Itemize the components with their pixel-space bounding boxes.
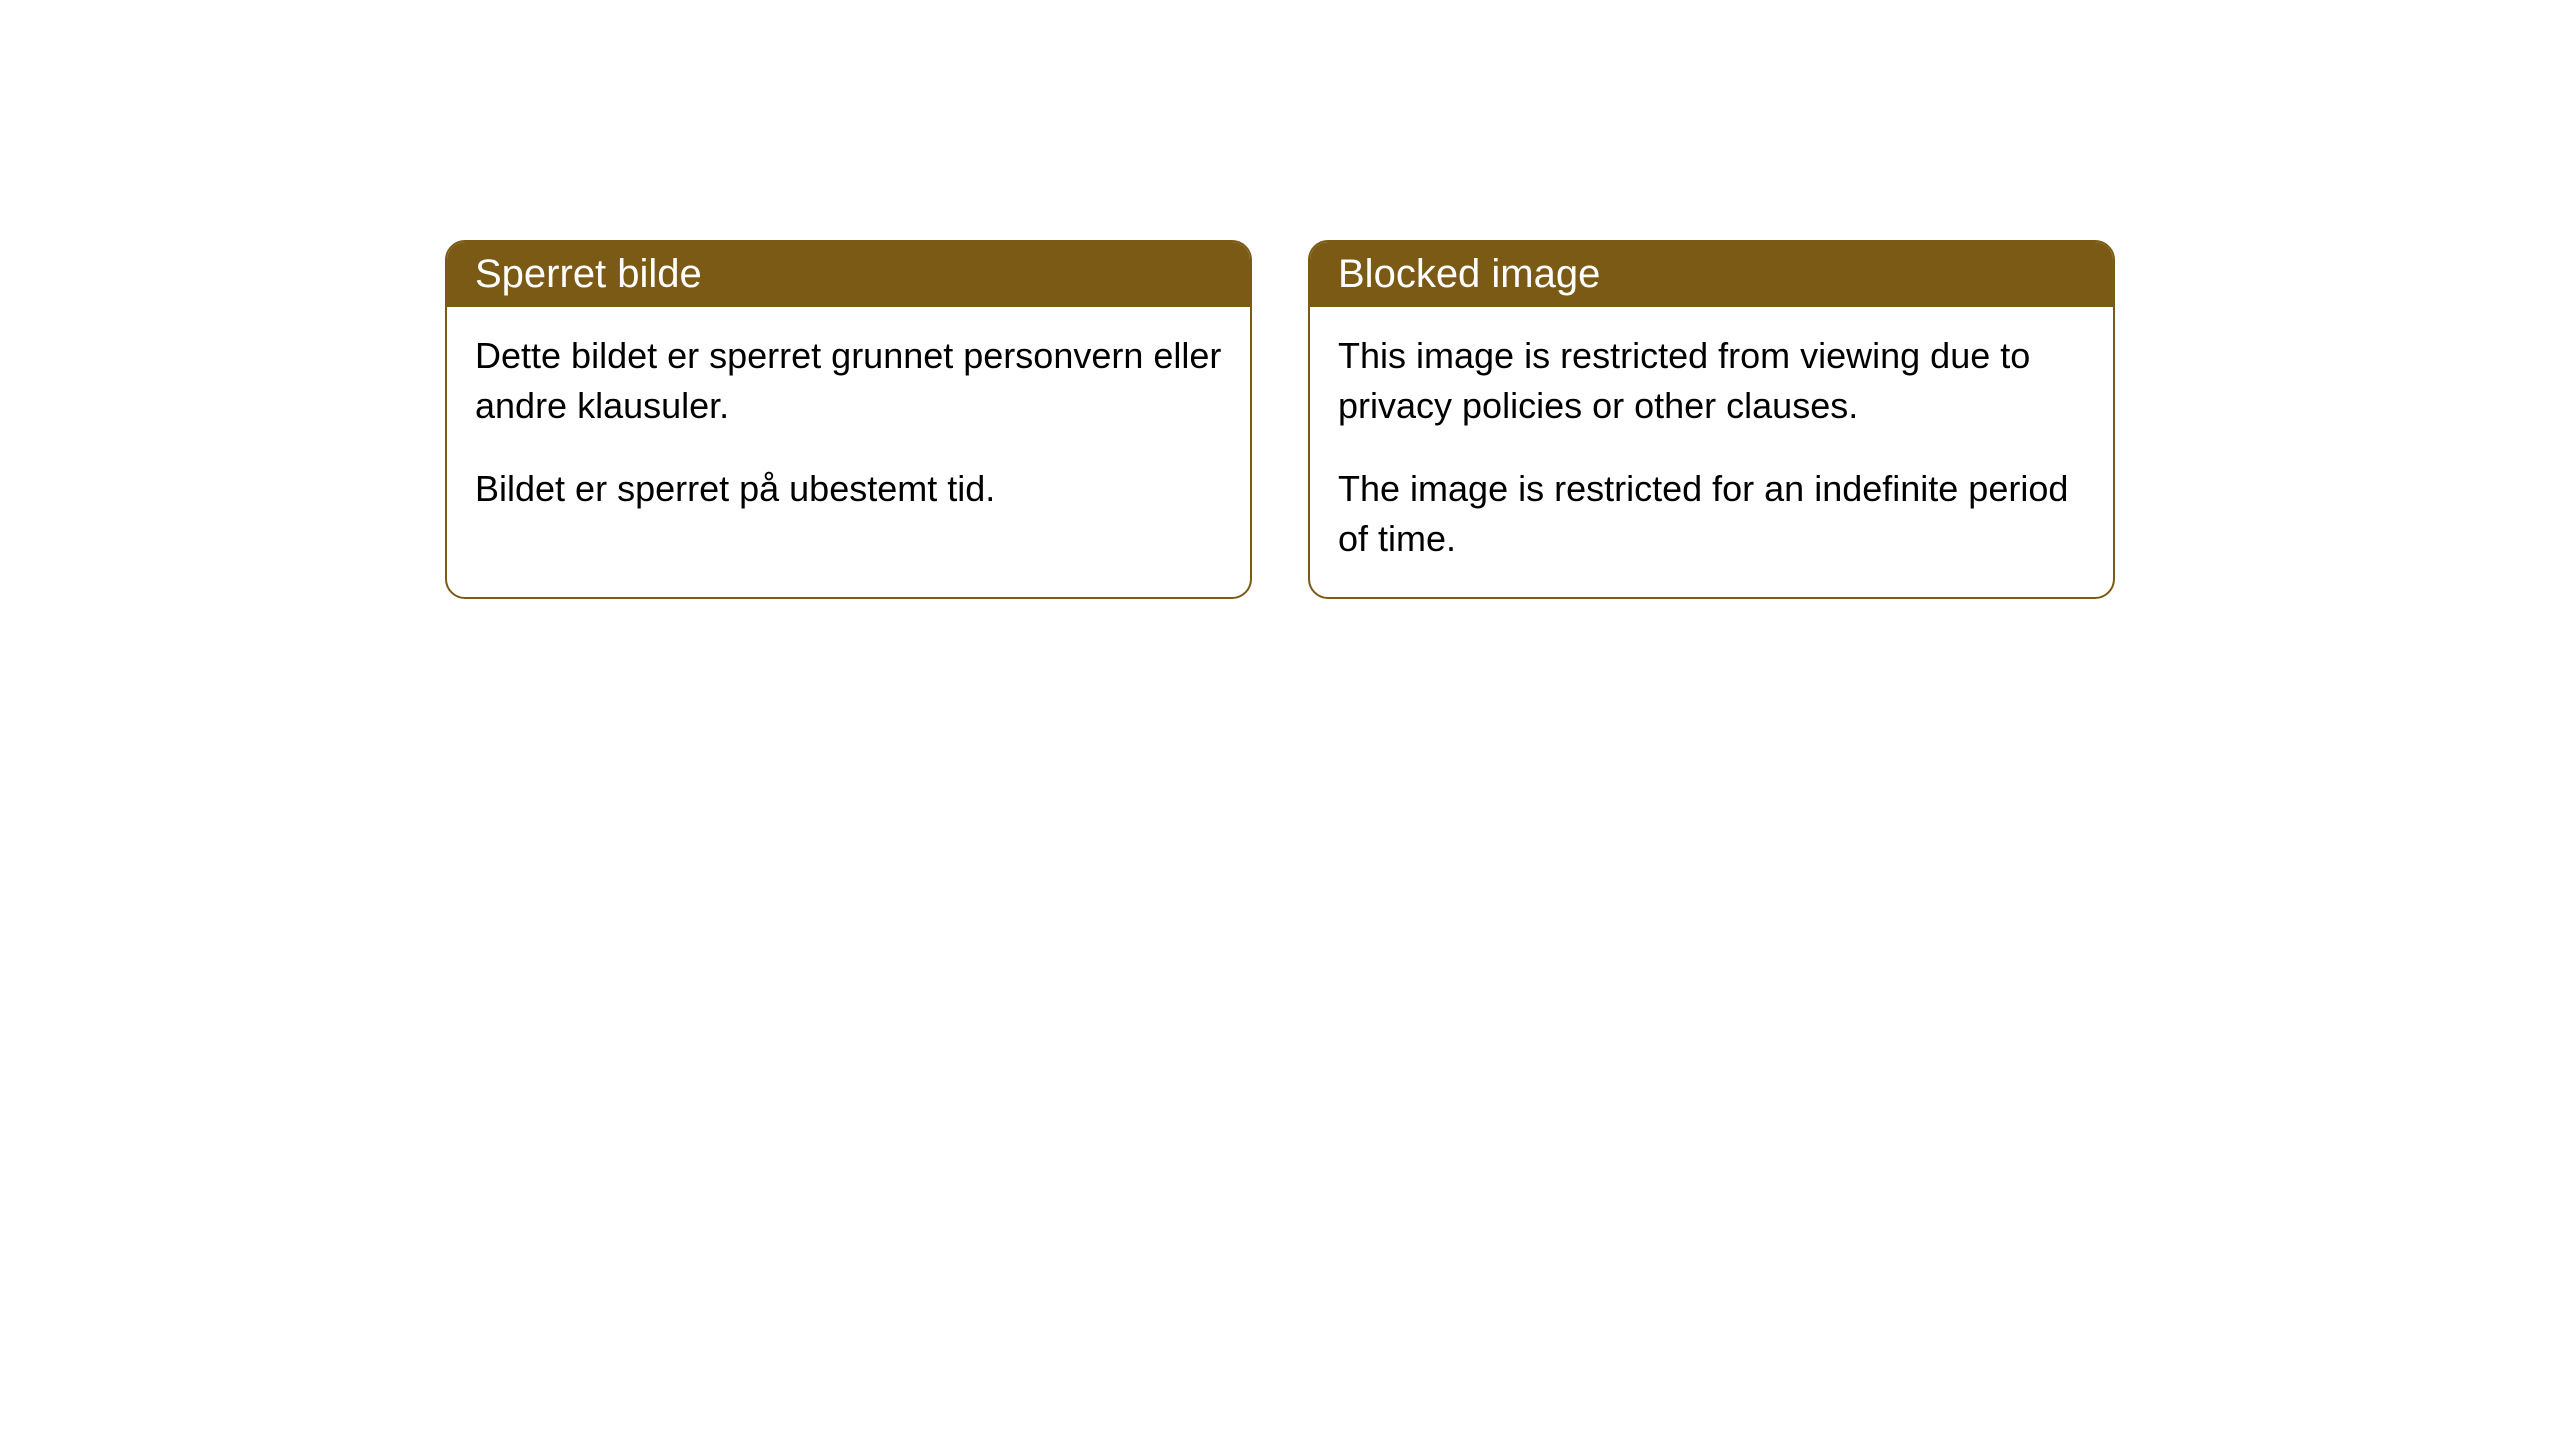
- paragraph-1-english: This image is restricted from viewing du…: [1338, 331, 2085, 432]
- paragraph-2-norwegian: Bildet er sperret på ubestemt tid.: [475, 464, 1222, 514]
- cards-container: Sperret bilde Dette bildet er sperret gr…: [445, 240, 2560, 599]
- paragraph-2-english: The image is restricted for an indefinit…: [1338, 464, 2085, 565]
- card-header-english: Blocked image: [1310, 242, 2113, 307]
- paragraph-1-norwegian: Dette bildet er sperret grunnet personve…: [475, 331, 1222, 432]
- card-title-norwegian: Sperret bilde: [475, 252, 702, 296]
- card-norwegian: Sperret bilde Dette bildet er sperret gr…: [445, 240, 1252, 599]
- card-body-norwegian: Dette bildet er sperret grunnet personve…: [447, 307, 1250, 546]
- card-title-english: Blocked image: [1338, 252, 1600, 296]
- card-body-english: This image is restricted from viewing du…: [1310, 307, 2113, 597]
- card-english: Blocked image This image is restricted f…: [1308, 240, 2115, 599]
- card-header-norwegian: Sperret bilde: [447, 242, 1250, 307]
